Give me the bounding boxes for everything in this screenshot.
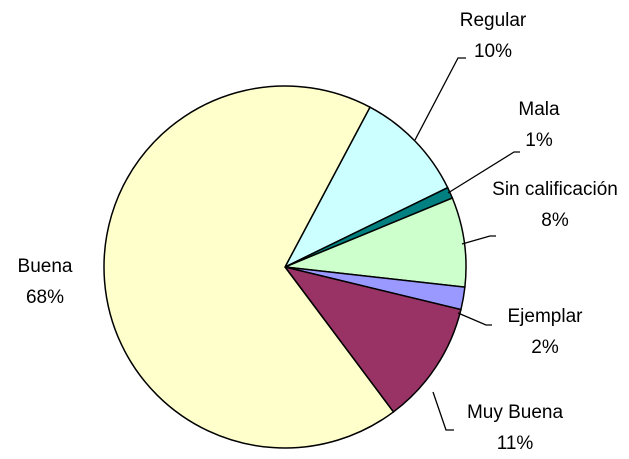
leader-line — [461, 235, 496, 245]
category-label: Mala — [518, 99, 560, 120]
slice-label: Buena 68% — [0, 251, 95, 313]
category-label: Regular — [459, 10, 527, 31]
leader-line — [457, 312, 492, 326]
category-label: Buena — [17, 256, 73, 277]
leader-line — [414, 57, 466, 141]
value-label: 10% — [473, 41, 513, 62]
value-label: 1% — [525, 130, 553, 151]
leader-line — [432, 391, 454, 431]
pie-slice — [283, 265, 462, 413]
value-label: 8% — [541, 210, 569, 231]
value-label: 11% — [496, 433, 534, 454]
category-label: Muy Buena — [466, 402, 564, 423]
slice-label: Mala 1% — [489, 94, 589, 156]
category-label: Sin calificación — [492, 179, 618, 200]
pie-slice — [284, 197, 467, 289]
pie-slice — [103, 85, 395, 449]
slice-label: Ejemplar 2% — [490, 301, 600, 363]
slice-label: Muy Buena 11% — [455, 397, 575, 459]
leader-line — [447, 151, 520, 194]
category-label: Ejemplar — [507, 306, 583, 327]
value-label: 2% — [531, 337, 559, 358]
value-label: 68% — [25, 287, 65, 308]
pie-slice — [283, 106, 449, 269]
slice-label: Regular 10% — [443, 5, 543, 67]
slice-label: Sin calificación 8% — [490, 174, 620, 236]
slices — [103, 85, 467, 449]
